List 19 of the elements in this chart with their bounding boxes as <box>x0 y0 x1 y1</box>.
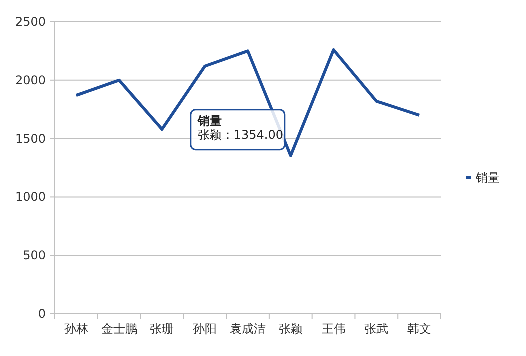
x-tick-label: 张珊 <box>150 322 174 336</box>
annotation: 销量 <box>196 114 222 128</box>
line-series <box>74 48 422 158</box>
y-tick-label: 2000 <box>15 73 46 88</box>
y-tick-label: 1500 <box>15 132 46 146</box>
x-tick-label: 金士鹏 <box>101 322 138 336</box>
y-tick-label: 0 <box>38 307 46 321</box>
x-tick-label: 韩文 <box>408 322 432 336</box>
y-tick-label: 2500 <box>15 15 46 29</box>
x-tick-label: 王伟 <box>322 322 346 336</box>
y-tick-label: 500 <box>23 248 46 263</box>
x-tick-label: 张武 <box>364 322 389 336</box>
legend-label: 销量 <box>475 171 500 185</box>
x-tick-label: 孙阳 <box>193 322 218 336</box>
x-tick-label: 张颖 <box>278 322 303 336</box>
annotation: 张颖：1354.00 <box>198 128 284 142</box>
x-tick-label: 孙林 <box>64 322 88 336</box>
y-tick-label: 1000 <box>15 190 46 204</box>
x-tick-label: 袁成洁 <box>230 322 266 336</box>
